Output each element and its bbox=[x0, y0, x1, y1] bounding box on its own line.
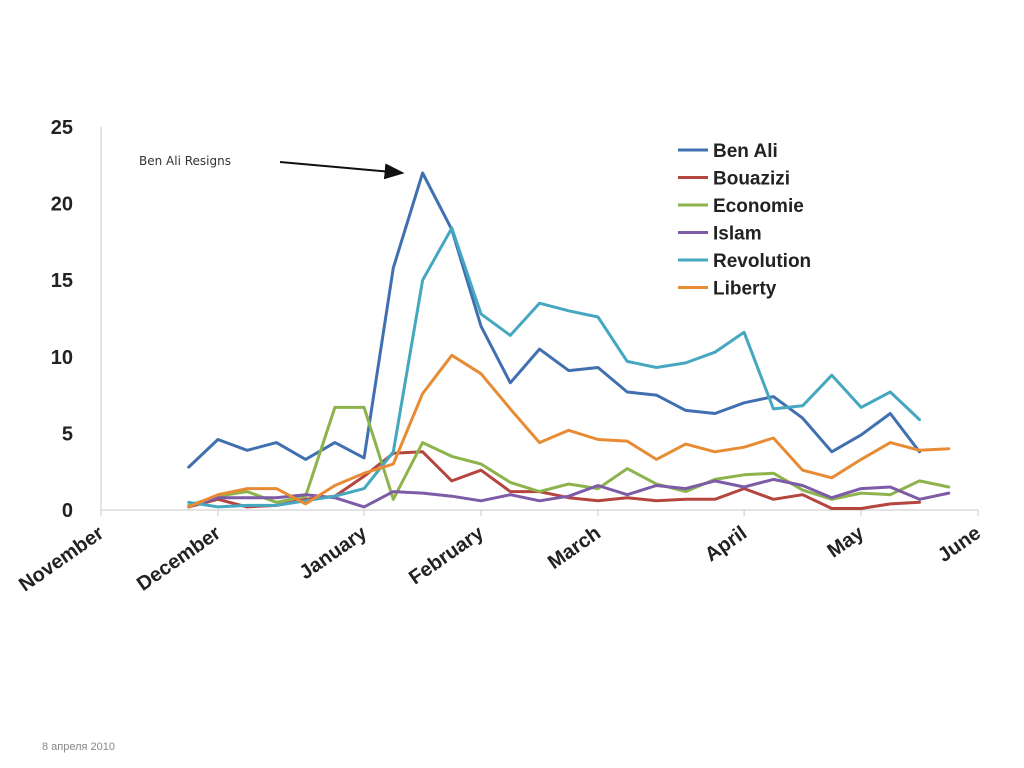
annotation-arrow bbox=[279, 161, 405, 180]
y-tick-label: 15 bbox=[51, 270, 73, 292]
x-tick-label: June bbox=[934, 522, 985, 567]
x-tick-label: January bbox=[296, 522, 372, 585]
y-tick-label: 10 bbox=[51, 347, 73, 369]
legend-label: Islam bbox=[713, 224, 762, 245]
y-tick-label: 20 bbox=[51, 194, 73, 216]
legend-label: Economie bbox=[713, 196, 804, 217]
x-tick-label: February bbox=[405, 522, 488, 590]
x-tick-label: April bbox=[701, 522, 751, 566]
series-line-economie bbox=[187, 405, 951, 507]
annotation-text: Ben Ali Resigns bbox=[139, 154, 231, 168]
x-tick-label: December bbox=[133, 522, 225, 596]
legend-label: Bouazizi bbox=[713, 169, 790, 190]
legend-label: Liberty bbox=[713, 279, 777, 300]
legend-label: Revolution bbox=[713, 251, 811, 272]
y-tick-label: 5 bbox=[62, 423, 73, 445]
axes: 0 5 10 15 20 25 November December January Februar… bbox=[15, 117, 985, 596]
x-tick-label: November bbox=[15, 522, 108, 596]
x-tick-label: March bbox=[544, 522, 605, 574]
footer-date: 8 апреля 2010 bbox=[42, 741, 116, 753]
series-lines bbox=[187, 171, 951, 510]
annotation: Ben Ali Resigns bbox=[139, 154, 405, 180]
series-line-islam bbox=[187, 477, 951, 509]
series-line-ben-ali bbox=[187, 171, 921, 469]
legend-label: Ben Ali bbox=[713, 141, 778, 162]
y-tick-label: 0 bbox=[62, 500, 73, 522]
y-tick-label: 25 bbox=[51, 117, 73, 139]
legend: Ben Ali Bouazizi Economie Islam Revolution Li… bbox=[678, 141, 811, 300]
x-tick-label: May bbox=[823, 522, 868, 563]
series-line-liberty bbox=[187, 353, 951, 509]
